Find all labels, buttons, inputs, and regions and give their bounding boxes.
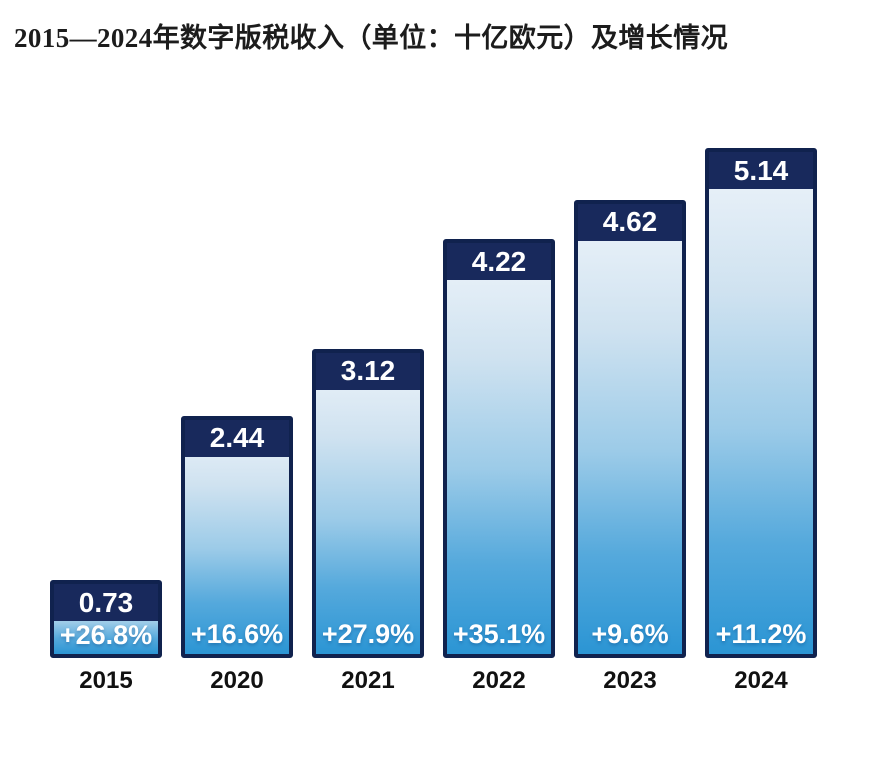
bar-value-label: 4.22 — [471, 245, 527, 277]
bar-year-label: 2020 — [210, 667, 264, 694]
bar-growth-label: +35.1% — [452, 619, 546, 650]
bar-growth-label: +9.6% — [591, 619, 669, 650]
bar-year-label: 2015 — [79, 667, 133, 694]
bar: 3.12 +27.9% — [312, 348, 424, 658]
bar-column: 5.14 +11.2% 2024 — [705, 148, 817, 693]
bar-value-label: 3.12 — [340, 355, 396, 386]
bar-growth-label: +26.8% — [59, 620, 153, 650]
bar-value-label: 2.44 — [209, 422, 265, 454]
bar-column: 3.12 +27.9% 2021 — [312, 348, 424, 694]
bar-value-plate: 5.14 — [709, 152, 813, 190]
bar-value-plate: 4.22 — [447, 243, 551, 281]
bar-value-label: 5.14 — [733, 154, 789, 186]
bar-growth-label: +11.2% — [715, 619, 807, 650]
bar-value-plate: 2.44 — [185, 419, 289, 457]
bar: 0.73 +26.8% — [50, 580, 162, 658]
bar: 4.22 +35.1% — [443, 239, 555, 658]
bar-column: 0.73 +26.8% 2015 — [50, 580, 162, 693]
bar: 4.62 +9.6% — [574, 199, 686, 658]
bar-year-label: 2023 — [603, 667, 657, 694]
bar-value-label: 0.73 — [78, 586, 134, 618]
bar-value-label: 4.62 — [602, 206, 658, 238]
bar-year-label: 2024 — [734, 667, 788, 694]
bar-value-plate: 0.73 — [54, 584, 158, 621]
bar-column: 4.62 +9.6% 2023 — [574, 199, 686, 694]
bar-growth-label: +16.6% — [190, 619, 284, 650]
bar-chart: 0.73 +26.8% 2015 2.44 +16.6% 2020 3.12 +… — [0, 148, 873, 694]
bar-year-label: 2022 — [472, 667, 526, 694]
bar: 5.14 +11.2% — [705, 148, 817, 658]
bar-value-plate: 3.12 — [316, 352, 420, 390]
bar: 2.44 +16.6% — [181, 415, 293, 658]
chart-title: 2015—2024年数字版税收入（单位：十亿欧元）及增长情况 — [14, 23, 728, 53]
bar-value-plate: 4.62 — [578, 203, 682, 241]
bar-year-label: 2021 — [341, 667, 395, 694]
bar-growth-label: +27.9% — [321, 619, 415, 650]
bar-column: 2.44 +16.6% 2020 — [181, 415, 293, 694]
bar-column: 4.22 +35.1% 2022 — [443, 239, 555, 693]
